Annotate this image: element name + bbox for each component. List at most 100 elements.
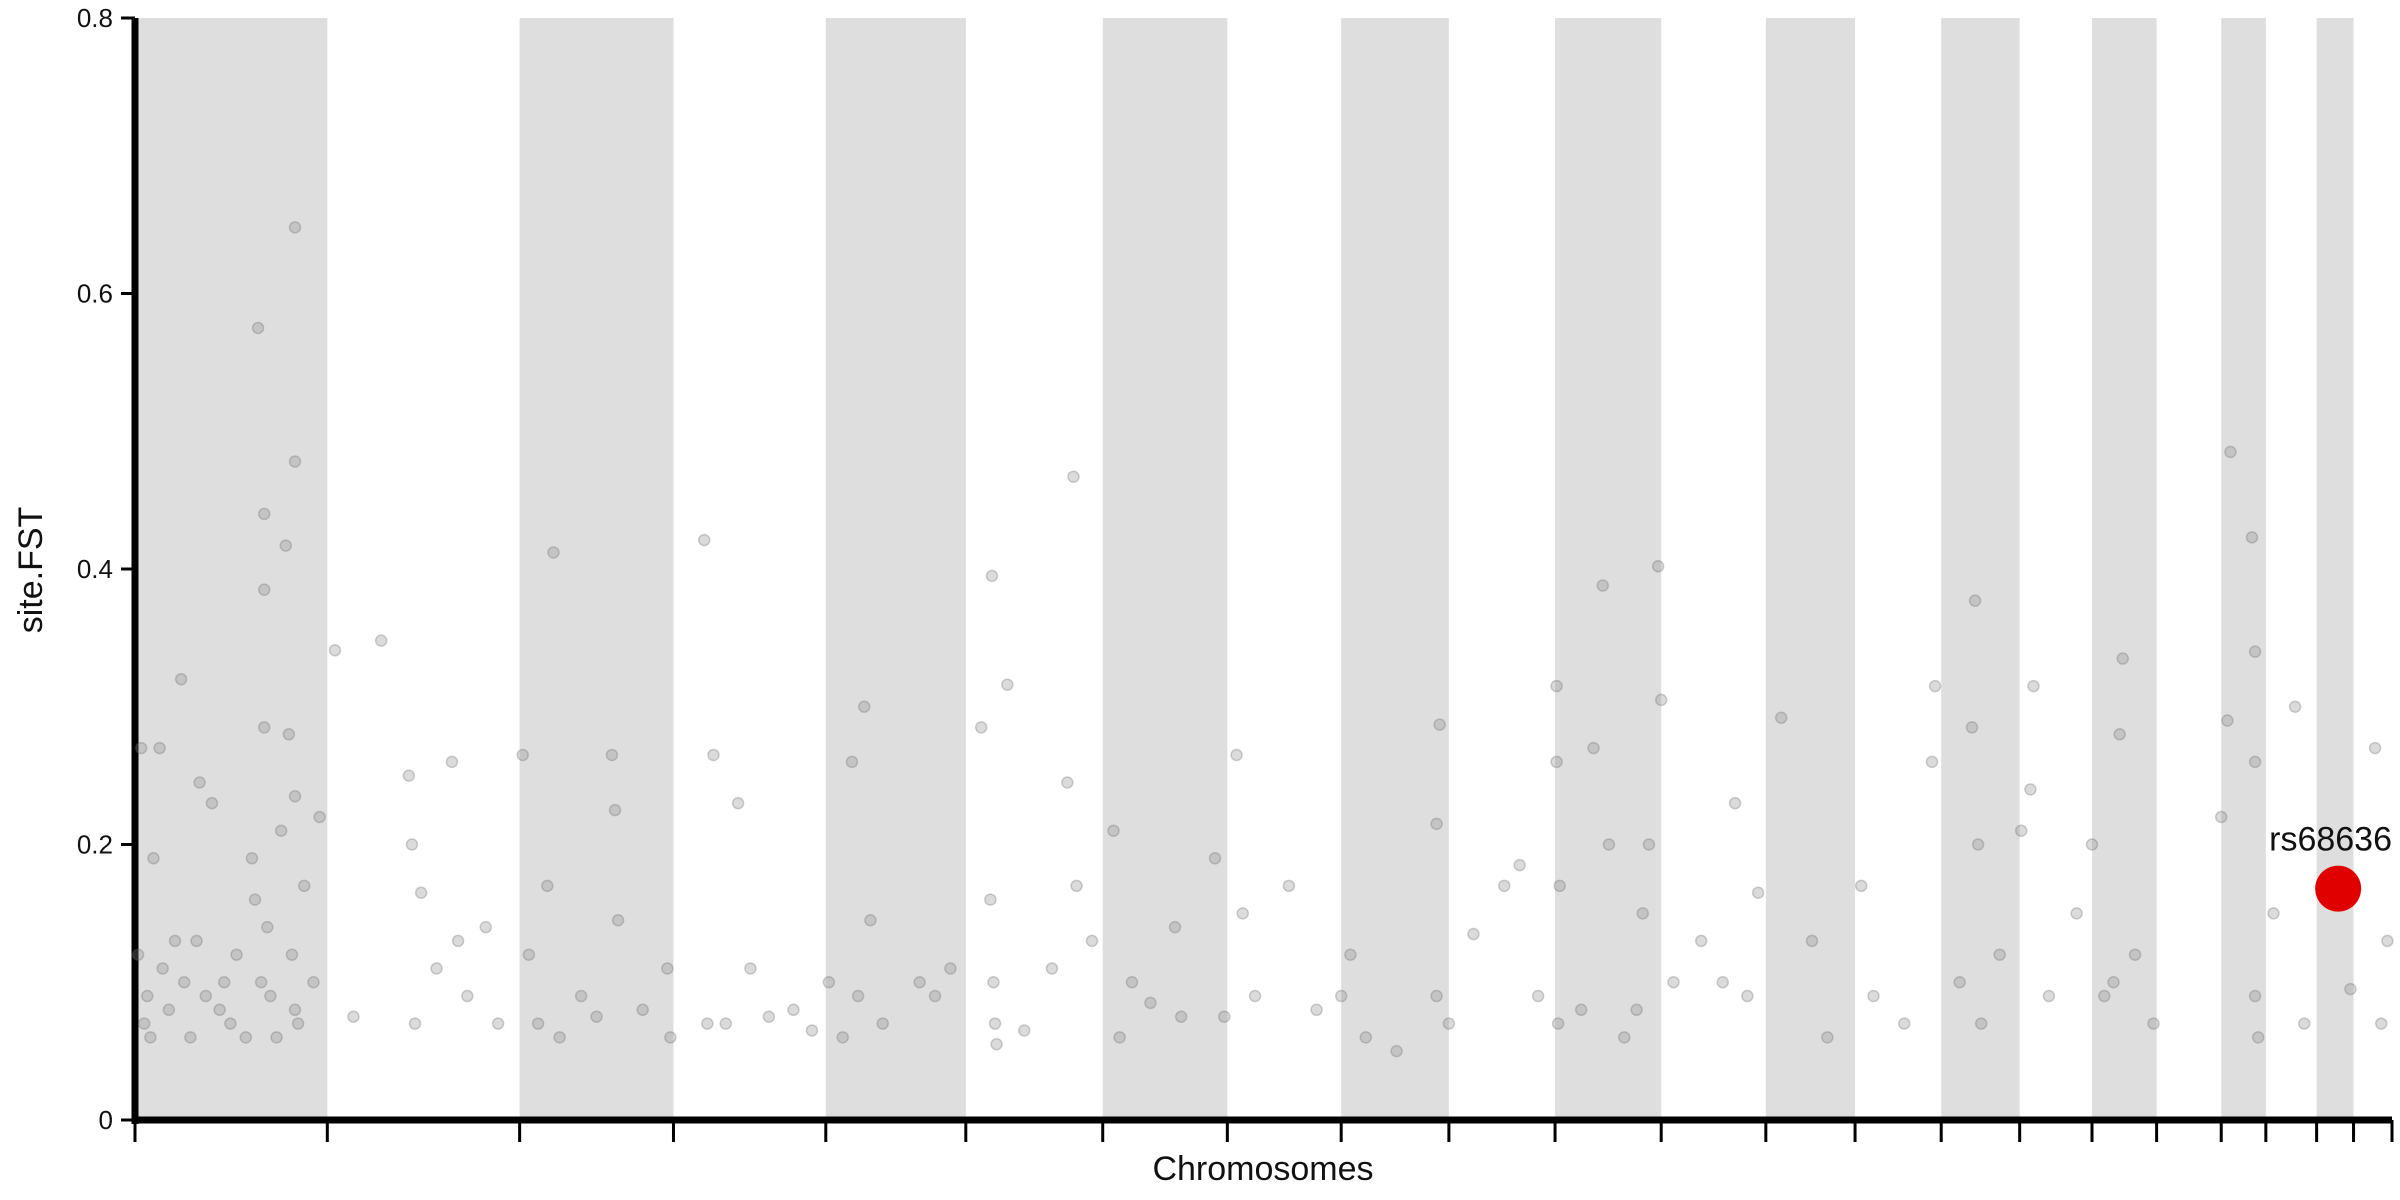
snp-point <box>279 539 293 552</box>
snp-point <box>184 1031 197 1044</box>
snp-point <box>1596 579 1609 592</box>
snp-point <box>2113 728 2126 741</box>
snp-point <box>313 810 326 824</box>
snp-point <box>1667 976 1680 989</box>
snp-point <box>1602 838 1616 851</box>
snp-point <box>1805 934 1819 948</box>
chromosome-band <box>519 18 674 1120</box>
snp-point <box>288 221 302 234</box>
snp-point <box>1113 1031 1126 1044</box>
snp-point <box>1208 852 1222 865</box>
snp-point <box>141 989 154 1003</box>
snp-point <box>836 1031 849 1044</box>
snp-point <box>719 1017 733 1030</box>
snp-point <box>864 914 877 927</box>
snp-point <box>636 1003 649 1017</box>
snp-point <box>1144 996 1157 1010</box>
snp-point <box>193 776 206 789</box>
snp-point <box>762 1010 776 1023</box>
snp-point <box>974 721 988 734</box>
y-tick-label: 0 <box>99 1105 113 1135</box>
snp-point <box>288 1003 302 1017</box>
snp-point <box>461 989 474 1003</box>
snp-point <box>2214 810 2228 824</box>
snp-point <box>217 976 231 989</box>
snp-point <box>1467 927 1480 941</box>
snp-point <box>987 976 1000 989</box>
snp-point <box>153 741 166 755</box>
chromosome-band <box>1765 18 1856 1120</box>
snp-point <box>239 1031 253 1044</box>
snp-point <box>307 976 320 989</box>
snp-point <box>1067 470 1080 483</box>
snp-point <box>1085 934 1099 948</box>
snp-point <box>805 1024 819 1037</box>
snp-point <box>1553 879 1566 893</box>
snp-point <box>984 893 997 906</box>
snp-point <box>414 886 428 899</box>
snp-point <box>248 893 262 906</box>
snp-point <box>944 962 957 975</box>
y-tick-label: 0.8 <box>77 3 113 33</box>
snp-point <box>1867 989 1880 1003</box>
snp-point <box>744 962 757 975</box>
snp-point <box>2251 1031 2265 1044</box>
snp-point <box>230 948 243 961</box>
snp-point <box>516 748 529 762</box>
snp-point <box>264 989 277 1003</box>
snp-point <box>858 700 871 713</box>
snp-point <box>1282 879 1296 893</box>
snp-point <box>162 1003 176 1017</box>
snp-point <box>402 769 416 782</box>
snp-point <box>2224 445 2237 459</box>
snp-point <box>787 1003 800 1017</box>
snp-point <box>2221 714 2234 727</box>
snp-point <box>1974 1017 1988 1030</box>
snp-point <box>851 989 865 1003</box>
snp-point <box>205 796 219 810</box>
snp-point <box>144 1031 157 1044</box>
snp-point <box>491 1017 505 1030</box>
chromosome-band <box>2091 18 2157 1120</box>
snp-point <box>1925 755 1939 769</box>
chromosome-band <box>2316 18 2354 1120</box>
y-tick-label: 0.4 <box>77 554 113 584</box>
chromosome-band <box>135 18 328 1120</box>
snp-point <box>1442 1017 1456 1030</box>
snp-point <box>590 1010 603 1023</box>
x-axis-label: Chromosomes <box>1152 1150 1373 1188</box>
snp-point <box>2128 948 2142 961</box>
snp-point <box>1070 879 1083 893</box>
snp-point <box>1513 858 1526 872</box>
snp-point <box>522 948 536 961</box>
snp-point <box>261 920 274 934</box>
snp-point <box>845 755 859 769</box>
snp-point <box>1965 721 1979 734</box>
snp-point <box>1968 594 1982 607</box>
chromosome-band <box>825 18 966 1120</box>
snp-point <box>1125 976 1139 989</box>
snp-point <box>445 755 459 769</box>
snp-point <box>2024 783 2037 796</box>
snp-point <box>661 962 674 975</box>
snp-point <box>430 962 443 975</box>
snp-point <box>147 852 160 865</box>
snp-point <box>2147 1017 2160 1030</box>
snp-point <box>1651 559 1665 573</box>
snp-point <box>1430 817 1443 831</box>
snp-point <box>913 976 926 989</box>
snp-point <box>291 1017 305 1030</box>
chromosome-band <box>1341 18 1449 1120</box>
snp-point <box>985 569 999 583</box>
snp-point <box>1218 1010 1231 1023</box>
snp-point <box>1550 755 1563 769</box>
snp-point <box>2248 989 2262 1003</box>
snp-point <box>574 989 588 1003</box>
snp-point <box>990 1037 1003 1051</box>
point-label: rs68636 <box>2269 821 2392 859</box>
snp-point <box>553 1031 566 1044</box>
snp-point <box>608 803 622 817</box>
snp-point <box>707 748 720 762</box>
snp-point <box>177 976 191 989</box>
snp-point <box>541 879 554 893</box>
